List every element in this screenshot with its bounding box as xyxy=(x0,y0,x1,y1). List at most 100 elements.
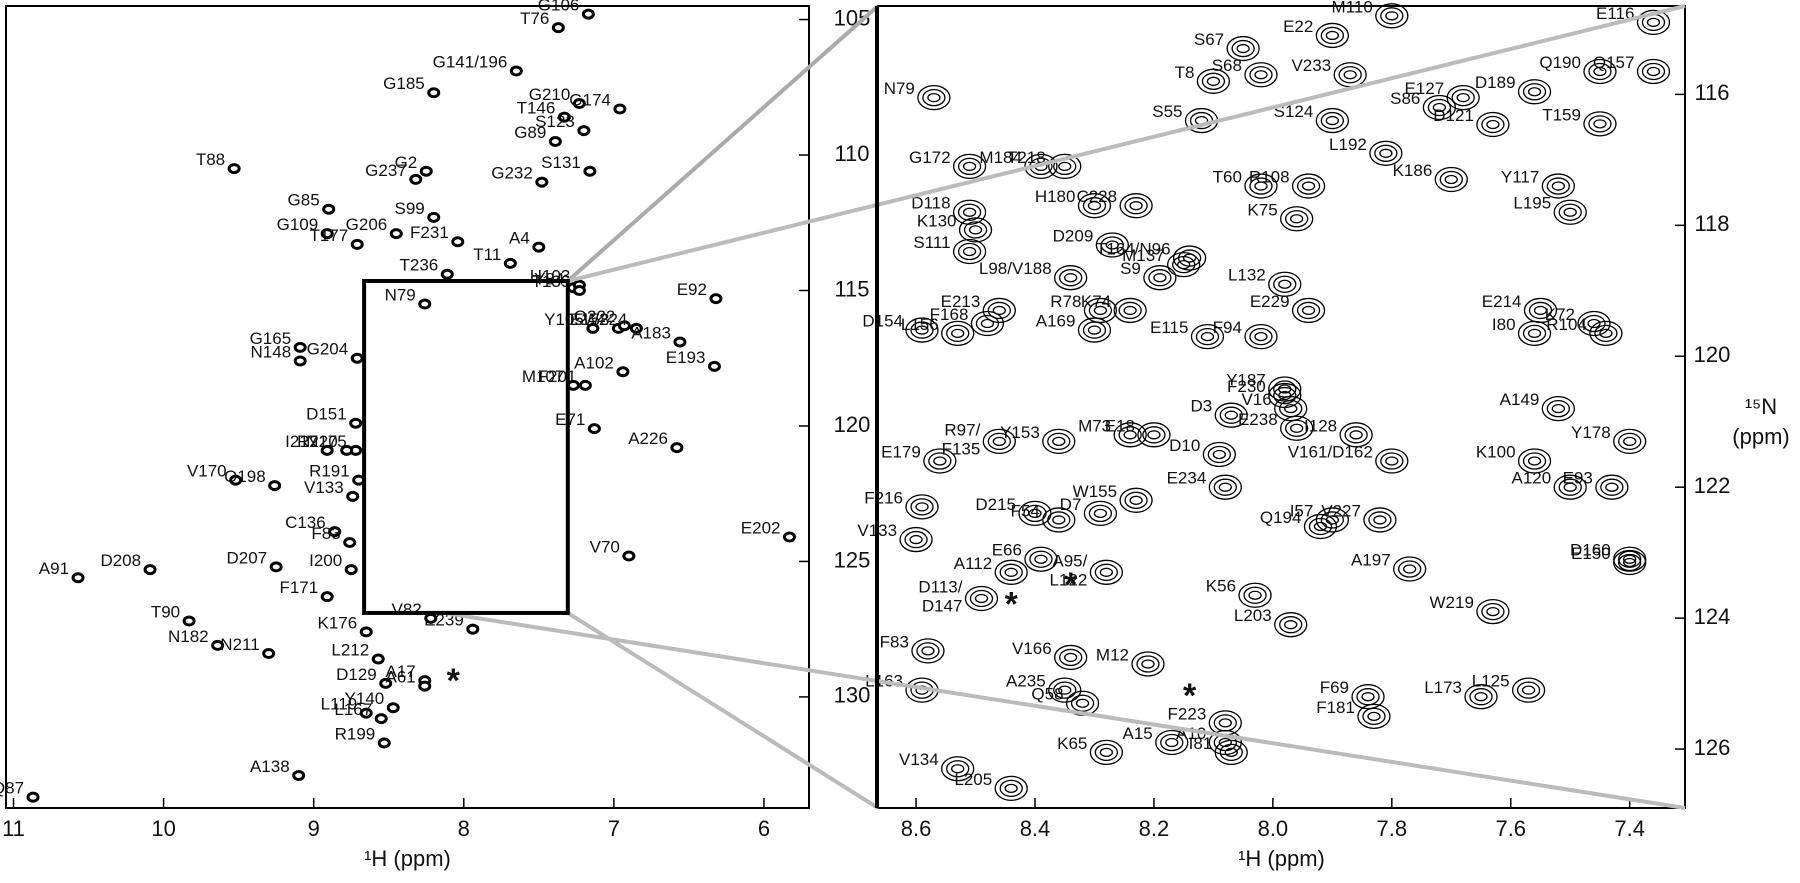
contour xyxy=(1363,507,1397,533)
contour xyxy=(1083,500,1118,527)
contour xyxy=(999,779,1023,798)
peak xyxy=(1274,612,1308,638)
peak xyxy=(1196,68,1231,94)
contour xyxy=(1320,26,1344,45)
contour xyxy=(968,225,983,235)
contour xyxy=(927,93,941,103)
contour xyxy=(1088,504,1113,523)
peak xyxy=(211,639,225,651)
peak-label: E18 xyxy=(1105,416,1135,435)
contour xyxy=(1070,694,1095,712)
contour xyxy=(1028,508,1042,519)
peak-label: D207 xyxy=(227,548,268,567)
contour xyxy=(586,322,600,334)
contour xyxy=(1422,94,1457,121)
contour xyxy=(1486,119,1500,130)
contour xyxy=(782,531,796,543)
peak xyxy=(782,531,796,543)
contour xyxy=(1172,255,1196,274)
contour xyxy=(1427,98,1452,117)
peak xyxy=(1517,320,1552,346)
contour xyxy=(1613,428,1647,455)
peak-label: I57 xyxy=(1290,501,1314,520)
contour xyxy=(572,284,586,296)
peak xyxy=(340,444,354,456)
peak-label: I80 xyxy=(1492,315,1516,334)
peak xyxy=(427,211,441,223)
peak xyxy=(343,536,357,548)
contour xyxy=(1059,269,1083,287)
contour xyxy=(707,360,721,372)
peak-label: M184 xyxy=(979,148,1022,167)
peak xyxy=(707,360,721,372)
contour xyxy=(1119,487,1153,513)
peak-label: D118 xyxy=(911,194,950,213)
contour xyxy=(1546,177,1570,195)
peak-label: A91 xyxy=(39,559,69,578)
contour xyxy=(951,328,965,338)
contour xyxy=(1393,556,1427,582)
peak-label: M137 xyxy=(1122,246,1165,265)
peak-label: K74 xyxy=(1081,292,1111,311)
contour xyxy=(1623,436,1637,447)
contour xyxy=(346,490,360,502)
peak-label: K72 xyxy=(1545,305,1575,324)
contour xyxy=(1219,743,1243,762)
peak xyxy=(952,153,987,180)
peak-label: S123 xyxy=(535,112,575,131)
peak-label: G172 xyxy=(909,148,951,167)
contour xyxy=(911,638,945,664)
contour xyxy=(535,176,549,188)
peak xyxy=(917,85,951,111)
x-tick-label: 6 xyxy=(758,816,770,841)
contour xyxy=(1200,331,1215,342)
contour xyxy=(1244,173,1278,199)
y-tick-label: 120 xyxy=(834,412,871,437)
contour xyxy=(1244,62,1278,88)
peak xyxy=(1363,507,1397,533)
peak xyxy=(377,737,391,749)
peak-label: F223 xyxy=(1168,704,1207,723)
contour xyxy=(418,680,432,692)
peak xyxy=(1244,323,1278,350)
peak xyxy=(1476,111,1510,138)
contour xyxy=(1595,474,1629,500)
peak-label: F231 xyxy=(410,223,449,242)
contour xyxy=(910,498,934,516)
peak-label: S55 xyxy=(1152,102,1182,121)
peak-label: A112 xyxy=(954,554,992,573)
contour xyxy=(1636,58,1671,85)
asterisk: * xyxy=(1183,677,1197,715)
contour xyxy=(923,448,957,474)
contour xyxy=(1285,419,1309,437)
peak xyxy=(923,448,957,474)
contour xyxy=(957,242,982,261)
peak xyxy=(350,352,364,364)
peak xyxy=(292,769,306,781)
contour xyxy=(1589,320,1623,346)
peak-label: E179 xyxy=(881,442,921,461)
peak xyxy=(1517,79,1552,105)
contour xyxy=(1605,482,1619,492)
contour xyxy=(617,320,631,332)
peak-label: V134 xyxy=(899,750,939,769)
contour xyxy=(1315,22,1349,49)
contour xyxy=(1593,66,1607,77)
peak-label: E234 xyxy=(1167,469,1207,488)
peak xyxy=(424,612,438,624)
contour xyxy=(1165,737,1179,748)
contour xyxy=(1551,403,1565,414)
contour xyxy=(1118,426,1142,444)
contour xyxy=(1254,70,1268,80)
peak xyxy=(26,791,40,803)
peak xyxy=(1553,199,1587,225)
peak xyxy=(182,615,196,627)
contour xyxy=(1167,251,1201,278)
contour xyxy=(1594,324,1618,342)
peak-label: K130 xyxy=(917,211,957,230)
contour xyxy=(952,238,987,265)
peak-label: L98/V188 xyxy=(979,259,1052,278)
peak-label: M107 xyxy=(522,367,565,386)
contour xyxy=(583,165,597,177)
contour xyxy=(1231,39,1255,58)
